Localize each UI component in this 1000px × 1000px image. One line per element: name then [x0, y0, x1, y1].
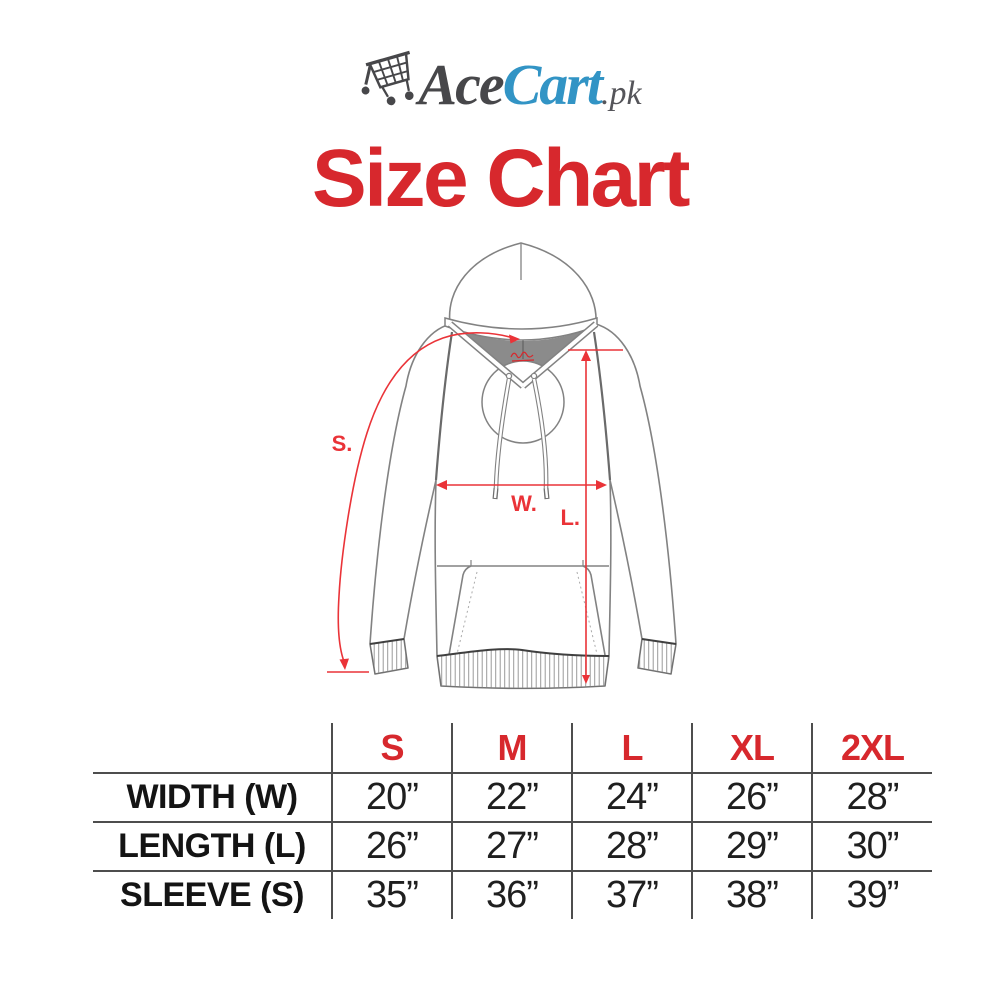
cell-length-l: 28”: [571, 821, 692, 871]
cell-length-m: 27”: [451, 821, 572, 871]
neck-brand-label: [510, 351, 535, 362]
neckline-circle: [481, 360, 565, 444]
pocket-stitch-right: [576, 571, 598, 655]
brand-domain: .pk: [600, 75, 642, 112]
column-header-m: M: [451, 723, 572, 773]
table-row-sleeve: SLEEVE (S) 35” 36” 37” 38” 39”: [93, 870, 932, 919]
hoodie-illustration: S. W. L.: [327, 242, 677, 690]
table-row-width: WIDTH (W) 20” 22” 24” 26” 28”: [93, 772, 932, 822]
cell-sleeve-xl: 38”: [691, 870, 812, 919]
drawstring-left: [494, 378, 511, 489]
column-header-s: S: [331, 723, 452, 773]
shopping-cart-icon: [362, 50, 415, 106]
raglan-seam-right: [592, 331, 612, 481]
hoodie-measurement-diagram: S. W. L.: [300, 228, 700, 718]
cuff-right-top-edge: [641, 638, 677, 645]
aglet-right: [544, 487, 549, 499]
length-measure-label: L.: [560, 505, 580, 530]
grommet-left: [505, 372, 513, 380]
width-measure-label: W.: [511, 491, 537, 516]
cell-length-s: 26”: [331, 821, 452, 871]
kangaroo-pocket-right-edge: [582, 565, 606, 656]
sleeve-measure-line: [337, 332, 517, 665]
column-header-l: L: [571, 723, 692, 773]
aglet-left: [493, 487, 498, 499]
hood-outline: [448, 242, 597, 325]
measurement-lines: [327, 332, 623, 681]
brand-logo: AceCart.pk: [0, 42, 1000, 114]
size-table: S M L XL 2XL WIDTH (W) 20” 22” 24” 26” 2…: [93, 723, 932, 919]
raglan-seam-left: [434, 331, 454, 481]
brand-suffix: Cart: [502, 52, 603, 117]
cell-sleeve-s: 35”: [331, 870, 452, 919]
cuff-right-rib: [637, 638, 677, 675]
cell-sleeve-2xl: 39”: [811, 870, 932, 919]
cell-length-2xl: 30”: [811, 821, 932, 871]
hem-top-edge: [436, 648, 610, 657]
cell-width-l: 24”: [571, 772, 692, 822]
kangaroo-pocket-left-edge: [448, 565, 472, 656]
pocket-stitch-left: [456, 571, 478, 655]
cell-sleeve-m: 36”: [451, 870, 572, 919]
row-label-sleeve: SLEEVE (S): [93, 870, 332, 919]
size-table-header-row: S M L XL 2XL: [93, 723, 932, 773]
cell-width-s: 20”: [331, 772, 452, 822]
grommet-right: [530, 372, 538, 380]
row-label-width: WIDTH (W): [93, 772, 332, 822]
brand-wordmark: AceCart.pk: [418, 56, 641, 114]
drawstring-right: [532, 378, 548, 489]
row-label-length: LENGTH (L): [93, 821, 332, 871]
cell-sleeve-l: 37”: [571, 870, 692, 919]
cuff-left-rib: [369, 638, 409, 675]
cell-width-xl: 26”: [691, 772, 812, 822]
column-header-xl: XL: [691, 723, 812, 773]
cuff-left-top-edge: [369, 638, 405, 645]
cell-width-m: 22”: [451, 772, 572, 822]
measurement-arrowheads: [339, 334, 607, 684]
cell-length-xl: 29”: [691, 821, 812, 871]
table-row-length: LENGTH (L) 26” 27” 28” 29” 30”: [93, 821, 932, 871]
sleeve-measure-label: S.: [332, 431, 353, 456]
size-table-corner: [93, 723, 332, 773]
page-title: Size Chart: [312, 133, 691, 224]
column-header-2xl: 2XL: [811, 723, 932, 773]
brand-prefix: Ace: [418, 52, 504, 117]
pocket-corner-ticks: [470, 560, 584, 566]
cell-width-2xl: 28”: [811, 772, 932, 822]
